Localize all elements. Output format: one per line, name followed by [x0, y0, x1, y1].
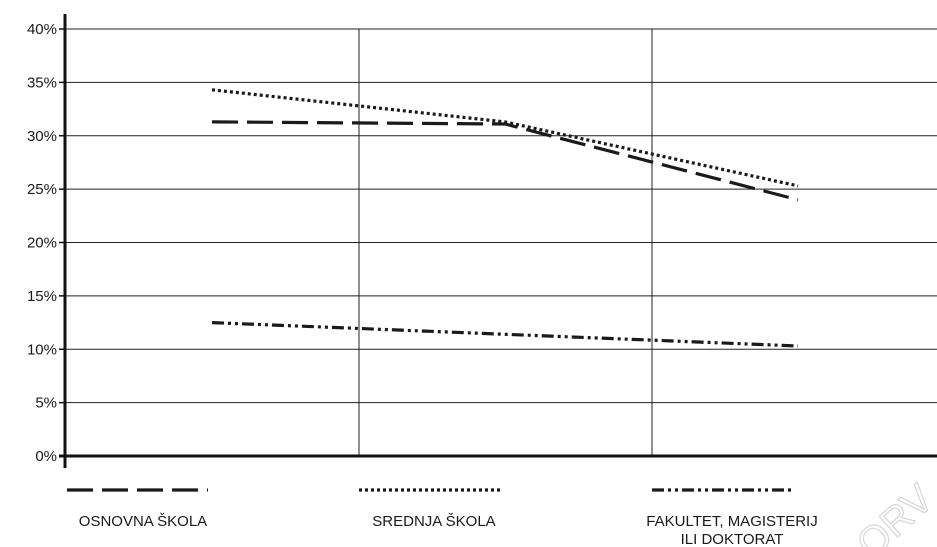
grid — [65, 28, 937, 456]
y-tick-label: 15% — [27, 288, 57, 305]
y-tick-label: 20% — [27, 235, 57, 252]
y-tick-labels: 0% 5% 10% 15% 20% 25% 30% 35% 40% — [27, 21, 57, 465]
y-tick-label: 0% — [35, 448, 57, 465]
watermark-text: ORV — [849, 476, 937, 547]
legend: OSNOVNA ŠKOLA SREDNJA ŠKOLA FAKULTET, MAGI… — [67, 488, 818, 547]
series-line-2 — [211, 88, 799, 188]
y-tick-label: 40% — [27, 21, 57, 38]
series-lines — [211, 88, 799, 348]
legend-label: SREDNJA ŠKOLA — [372, 513, 495, 530]
y-tick-label: 35% — [27, 74, 57, 91]
legend-label: OSNOVNA ŠKOLA — [79, 513, 207, 530]
y-tick-label: 5% — [35, 395, 57, 412]
series-line-3 — [211, 321, 799, 348]
y-tick-label: 10% — [27, 341, 57, 358]
legend-label: ILI DOKTORAT — [681, 531, 784, 547]
series-line-1 — [211, 120, 799, 202]
legend-label: FAKULTET, MAGISTERIJ — [646, 513, 817, 530]
axes — [59, 14, 937, 468]
y-tick-label: 25% — [27, 181, 57, 198]
y-tick-label: 30% — [27, 128, 57, 145]
